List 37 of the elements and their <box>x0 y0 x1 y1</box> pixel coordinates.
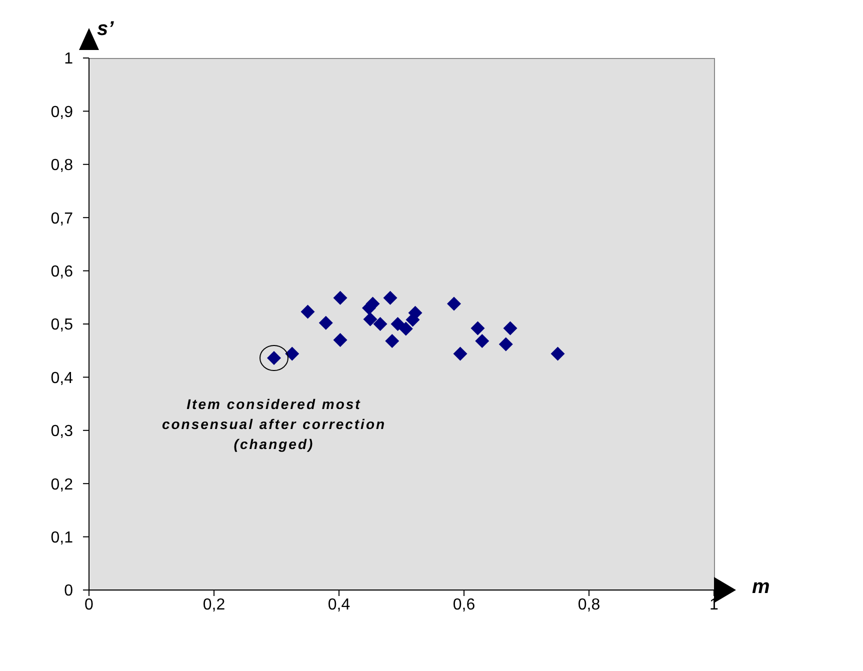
point <box>550 346 565 361</box>
point <box>398 322 413 336</box>
point <box>300 304 315 319</box>
point <box>333 290 348 305</box>
point <box>503 321 518 336</box>
x-tick-label: 0,2 <box>202 596 226 614</box>
y-tick-label: 0,7 <box>50 210 74 228</box>
point <box>447 296 461 311</box>
y-tick-label: 0,2 <box>50 476 74 494</box>
annotation: Item considered most consensual after correction (changed) <box>160 395 388 454</box>
y-tick-label: 1 <box>64 50 74 68</box>
point <box>390 317 405 331</box>
y-tick-label: 0,1 <box>50 529 74 546</box>
x-tick-label: 0,8 <box>578 596 600 614</box>
y-tick-label: 0,3 <box>50 423 74 440</box>
y-axis-title: s’ <box>97 18 114 41</box>
y-tick-label: 0,6 <box>50 263 74 280</box>
y-tick-label: 0,5 <box>50 316 74 334</box>
point <box>475 334 490 348</box>
point <box>363 312 378 326</box>
point <box>383 290 398 305</box>
point <box>373 317 388 331</box>
x-tick-label: 0,4 <box>328 596 350 614</box>
point <box>498 337 513 352</box>
y-tick-label: 0 <box>64 582 74 600</box>
point <box>385 334 400 348</box>
x-axis-title: m <box>752 576 770 599</box>
y-tick-label: 0,8 <box>50 157 74 174</box>
point <box>333 332 348 347</box>
point <box>285 346 300 361</box>
x-tick-label: 0,6 <box>452 596 476 614</box>
y-tick-label: 0,4 <box>50 370 74 387</box>
point <box>470 321 485 336</box>
x-tick-label: 0 <box>84 596 94 614</box>
y-tick-label: 0,9 <box>50 104 74 121</box>
point <box>453 346 468 361</box>
point <box>318 316 333 330</box>
